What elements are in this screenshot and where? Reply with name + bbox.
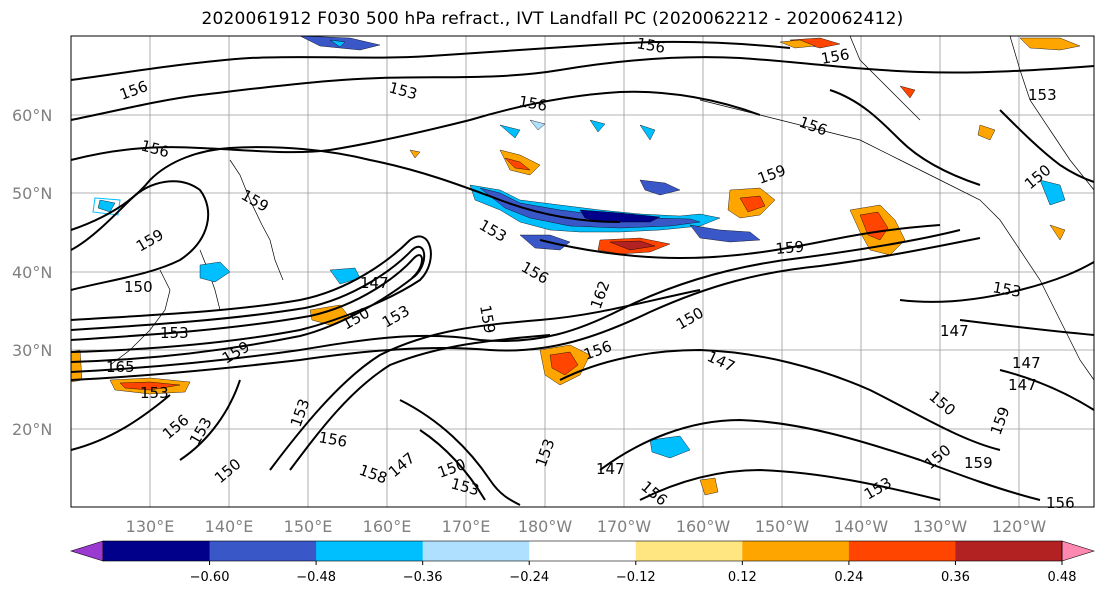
lon-label: 180°W [518, 517, 573, 536]
contour-label: 159 [775, 238, 805, 258]
lon-label: 120°W [992, 517, 1047, 536]
colorbar-segment [316, 541, 424, 561]
colorbar-tick-label: 0.48 [1048, 570, 1077, 585]
colorbar-segment [209, 541, 317, 561]
colorbar-tick-label: −0.24 [509, 570, 549, 585]
lat-label: 50°N [12, 184, 52, 203]
colorbar: −0.60 −0.48 −0.36 −0.24 −0.12 0.12 0.24 0.36 0.4… [69, 540, 1096, 585]
shaded-fields [70, 35, 1081, 496]
colorbar-segment [529, 541, 637, 561]
colorbar-outline [102, 540, 1063, 562]
contour-label: 150 [124, 278, 153, 296]
contour-label: 153 [1028, 86, 1057, 104]
contour-label: 156 [1046, 494, 1075, 512]
colorbar-ticks: −0.60 −0.48 −0.36 −0.24 −0.12 0.12 0.24 0.36 0.4… [190, 561, 1077, 585]
colorbar-extend-low [69, 540, 104, 562]
lat-label: 30°N [12, 341, 52, 360]
colorbar-segment [742, 541, 850, 561]
colorbar-tick-label: 0.24 [834, 570, 863, 585]
colorbar-segment [103, 541, 211, 561]
colorbar-tick-label: 0.12 [728, 570, 757, 585]
lon-label: 150°W [755, 517, 810, 536]
contour-label: 153 [991, 278, 1022, 301]
contour-label: 156 [517, 92, 548, 115]
colorbar-tick-label: −0.60 [190, 570, 230, 585]
colorbar-tick-label: −0.48 [296, 570, 336, 585]
contour-label: 156 [317, 428, 348, 451]
colorbar-segment [635, 541, 743, 561]
map-title: 2020061912 F030 500 hPa refract., IVT La… [201, 9, 904, 29]
lat-label: 20°N [12, 420, 52, 439]
contour-label: 147 [1008, 376, 1037, 394]
colorbar-segment [422, 541, 530, 561]
latitude-labels: 60°N 50°N 40°N 30°N 20°N [12, 106, 52, 439]
contour-label: 147 [940, 322, 969, 340]
contour-label: 159 [964, 454, 993, 472]
contour-label: 159 [476, 304, 499, 335]
contour-label: 147 [1012, 354, 1041, 372]
lon-label: 160°W [676, 517, 731, 536]
contour-label: 165 [106, 358, 135, 376]
lon-label: 140°E [205, 517, 254, 536]
lon-label: 130°E [126, 517, 175, 536]
colorbar-segment [955, 541, 1063, 561]
colorbar-tick-label: −0.36 [403, 570, 443, 585]
contour-label: 156 [820, 45, 851, 68]
contour-label: 147 [596, 460, 625, 478]
colorbar-tick-label: −0.12 [616, 570, 656, 585]
longitude-labels: 130°E 140°E 150°E 160°E 170°E 180°W 170°… [126, 517, 1047, 536]
colorbar-tick-label: 0.36 [941, 570, 970, 585]
contour-label: 153 [160, 324, 189, 342]
colorbar-extend-high [1061, 540, 1096, 562]
lon-label: 140°W [834, 517, 889, 536]
lat-label: 60°N [12, 106, 52, 125]
lon-label: 150°E [284, 517, 333, 536]
colorbar-segment [848, 541, 956, 561]
lon-label: 130°W [913, 517, 968, 536]
contour-label: 156 [635, 34, 666, 57]
contour-label: 147 [360, 274, 389, 292]
lat-label: 40°N [12, 263, 52, 282]
contour-label: 153 [140, 384, 169, 402]
coastlines [109, 35, 1095, 381]
colorbar-segments [69, 540, 1096, 562]
lon-label: 170°W [597, 517, 652, 536]
height-contours [70, 40, 1095, 506]
map-panel: 156 153 156 156 156 156 159 156 153 150 … [70, 34, 1095, 512]
lon-label: 160°E [363, 517, 412, 536]
lon-label: 170°E [442, 517, 491, 536]
